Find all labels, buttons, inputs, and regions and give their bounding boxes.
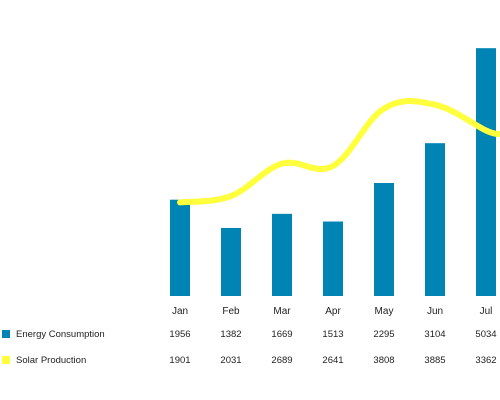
value-solar-jan: 1901 [169,355,190,366]
value-consumption-apr: 1513 [322,329,343,340]
value-solar-jul: 3362 [475,355,496,366]
value-solar-apr: 2641 [322,355,343,366]
x-label-apr: Apr [325,306,341,317]
bar-apr [323,221,343,296]
x-label-jun: Jun [427,306,443,317]
value-solar-jun: 3885 [424,355,445,366]
value-solar-mar: 2689 [271,355,292,366]
x-label-jul: Jul [480,306,493,317]
x-label-may: May [375,306,394,317]
x-label-mar: Mar [273,306,291,317]
value-consumption-jan: 1956 [169,329,190,340]
data-table: Energy Consumption 1956 1382 1669 1513 2295 31… [2,329,497,366]
legend-swatch-consumption [2,330,10,338]
solar-line-layer [177,98,500,206]
bar-jul [476,48,496,297]
bar-mar [272,213,292,296]
legend-swatch-solar [2,356,10,364]
value-consumption-jun: 3104 [424,329,445,340]
bar-jun [425,143,445,296]
solar-production-line [177,98,500,206]
x-label-jan: Jan [172,306,188,317]
x-axis-labels: Jan Feb Mar Apr May Jun Jul [172,306,492,317]
legend-label-solar: Solar Production [16,355,86,366]
value-consumption-may: 2295 [373,329,394,340]
value-consumption-feb: 1382 [220,329,241,340]
legend-label-consumption: Energy Consumption [16,329,105,340]
bar-feb [221,227,241,296]
x-label-feb: Feb [222,306,240,317]
bar-may [374,183,394,296]
value-solar-may: 3808 [373,355,394,366]
value-consumption-jul: 5034 [475,329,496,340]
value-solar-feb: 2031 [220,355,241,366]
consumption-bars [170,48,496,297]
value-consumption-mar: 1669 [271,329,292,340]
bar-jan [170,199,190,296]
